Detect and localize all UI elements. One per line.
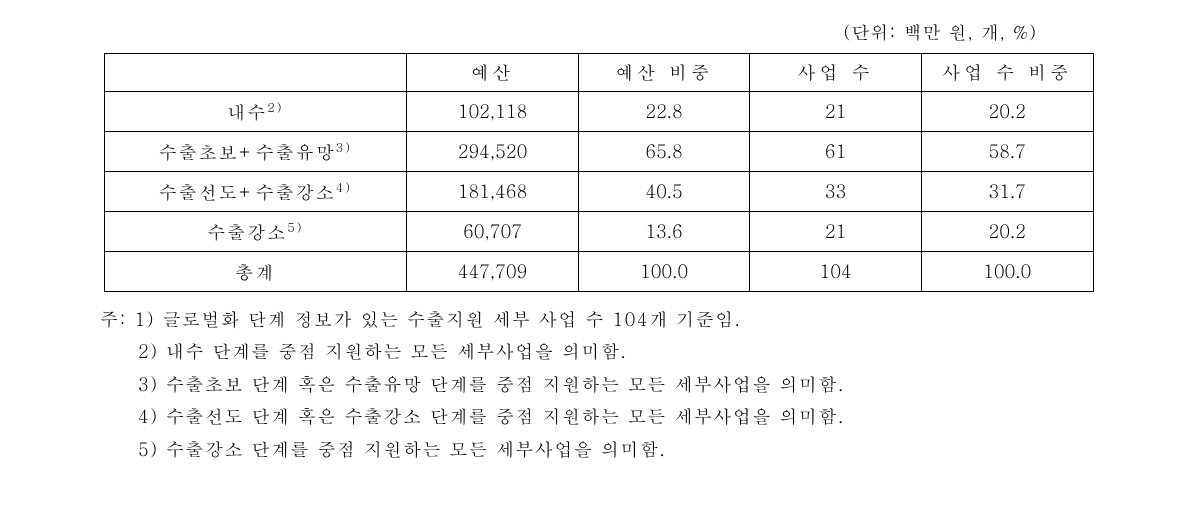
cell-count: 21 xyxy=(750,212,922,252)
header-count: 사업 수 xyxy=(750,54,922,92)
cell-count-pct: 100.0 xyxy=(921,252,1093,292)
row-label: 수출선도+수출강소4) xyxy=(104,172,407,212)
header-blank xyxy=(104,54,407,92)
cell-count-pct: 58.7 xyxy=(921,132,1093,172)
data-table: 예산 예산 비중 사업 수 사업 수 비중 내수2) 102,118 22.8 … xyxy=(104,53,1094,292)
cell-budget: 294,520 xyxy=(407,132,579,172)
note-item: 3) 수출초보 단계 혹은 수출유망 단계를 중점 지원하는 모든 세부사업을 … xyxy=(100,369,1137,401)
cell-budget: 102,118 xyxy=(407,92,579,132)
row-label: 총계 xyxy=(104,252,407,292)
table-row: 내수2) 102,118 22.8 21 20.2 xyxy=(104,92,1093,132)
footnotes: 주: 1) 글로벌화 단계 정보가 있는 수출지원 세부 사업 수 104개 기… xyxy=(100,304,1137,466)
header-budget: 예산 xyxy=(407,54,579,92)
note-item: 4) 수출선도 단계 혹은 수출강소 단계를 중점 지원하는 모든 세부사업을 … xyxy=(100,401,1137,433)
unit-label: (단위: 백만 원, 개, %) xyxy=(60,20,1037,45)
table-row: 수출선도+수출강소4) 181,468 40.5 33 31.7 xyxy=(104,172,1093,212)
row-label: 내수2) xyxy=(104,92,407,132)
cell-count: 104 xyxy=(750,252,922,292)
cell-count-pct: 20.2 xyxy=(921,212,1093,252)
cell-budget-pct: 40.5 xyxy=(578,172,750,212)
cell-budget-pct: 22.8 xyxy=(578,92,750,132)
table-header-row: 예산 예산 비중 사업 수 사업 수 비중 xyxy=(104,54,1093,92)
cell-budget: 60,707 xyxy=(407,212,579,252)
table-row: 수출강소5) 60,707 13.6 21 20.2 xyxy=(104,212,1093,252)
row-label: 수출강소5) xyxy=(104,212,407,252)
header-budget-pct: 예산 비중 xyxy=(578,54,750,92)
cell-budget-pct: 100.0 xyxy=(578,252,750,292)
cell-count: 61 xyxy=(750,132,922,172)
table-row: 총계 447,709 100.0 104 100.0 xyxy=(104,252,1093,292)
cell-budget: 181,468 xyxy=(407,172,579,212)
note-item: 2) 내수 단계를 중점 지원하는 모든 세부사업을 의미함. xyxy=(100,336,1137,368)
table-body: 내수2) 102,118 22.8 21 20.2 수출초보+수출유망3) 29… xyxy=(104,92,1093,292)
note-item: 주: 1) 글로벌화 단계 정보가 있는 수출지원 세부 사업 수 104개 기… xyxy=(100,304,1137,336)
cell-budget: 447,709 xyxy=(407,252,579,292)
cell-count-pct: 31.7 xyxy=(921,172,1093,212)
cell-budget-pct: 13.6 xyxy=(578,212,750,252)
row-label: 수출초보+수출유망3) xyxy=(104,132,407,172)
header-count-pct: 사업 수 비중 xyxy=(921,54,1093,92)
cell-count: 21 xyxy=(750,92,922,132)
cell-budget-pct: 65.8 xyxy=(578,132,750,172)
note-item: 5) 수출강소 단계를 중점 지원하는 모든 세부사업을 의미함. xyxy=(100,434,1137,466)
table-row: 수출초보+수출유망3) 294,520 65.8 61 58.7 xyxy=(104,132,1093,172)
cell-count-pct: 20.2 xyxy=(921,92,1093,132)
cell-count: 33 xyxy=(750,172,922,212)
